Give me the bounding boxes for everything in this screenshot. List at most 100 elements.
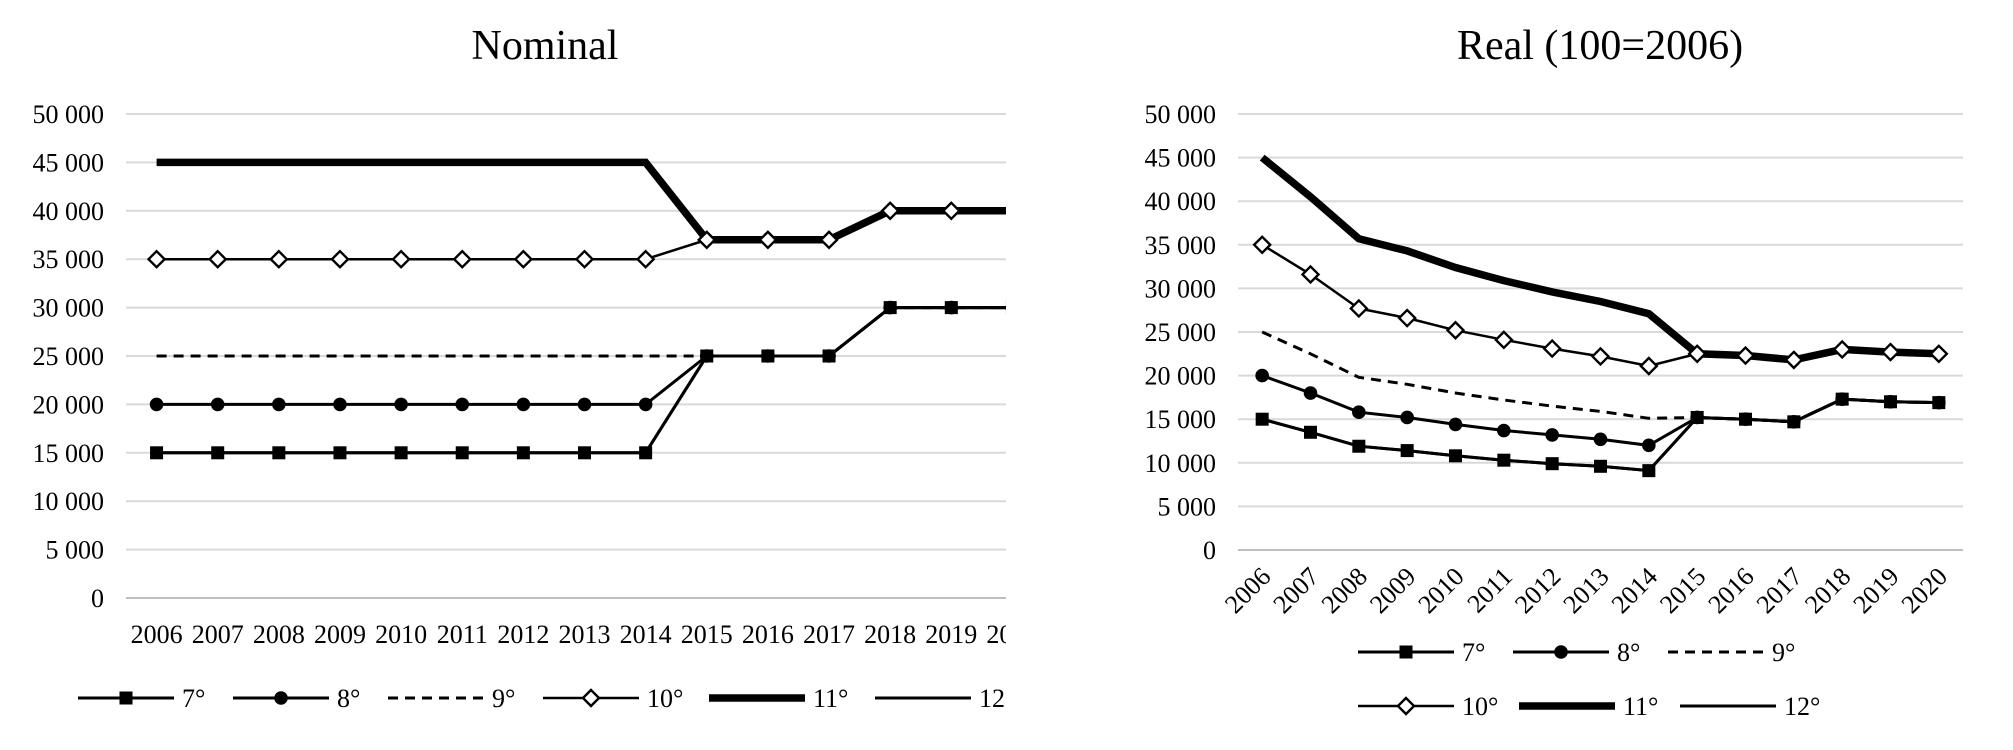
y-tick-label: 35 000 <box>33 245 105 274</box>
y-tick-label: 50 000 <box>33 100 105 129</box>
data-point <box>149 397 164 412</box>
data-point <box>1542 338 1562 359</box>
data-point <box>1255 368 1269 383</box>
data-point <box>269 249 289 269</box>
data-point <box>1255 412 1269 426</box>
data-point <box>272 446 286 460</box>
series-line-7 <box>156 306 1006 455</box>
x-tick-label: 2013 <box>1557 562 1614 619</box>
data-point <box>1929 344 1949 364</box>
series-markers-8 <box>149 300 1006 412</box>
data-point <box>1002 207 1006 215</box>
series-line-9 <box>156 306 1006 358</box>
data-point <box>394 397 408 412</box>
x-tick-label: 2019 <box>1847 562 1904 619</box>
legend-marker-7 <box>1399 645 1413 659</box>
legend-marker-8 <box>274 691 288 705</box>
nominal-chart-svg: Nominal 0 5 000 10 000 15 000 20 000 25 000 30 … <box>33 23 1006 713</box>
legend-marker-7 <box>119 691 133 705</box>
legend: 7° 8° 9° 10° 11° 12° <box>78 684 1006 713</box>
y-tick-label: 5 000 <box>46 536 105 565</box>
data-point <box>638 397 653 412</box>
x-tick-label: 2018 <box>1799 562 1856 619</box>
legend-label-8: 8° <box>1617 638 1640 667</box>
data-point <box>761 349 775 363</box>
data-point <box>1449 449 1462 463</box>
data-point <box>150 446 164 460</box>
y-tick-label: 25 000 <box>1145 318 1217 347</box>
data-point <box>1303 386 1318 400</box>
x-tick-label: 2011 <box>1461 562 1518 619</box>
data-point <box>1880 342 1901 362</box>
data-point <box>1400 444 1414 458</box>
series-line-12 <box>156 306 1006 455</box>
x-tick-label: 2015 <box>1654 562 1711 619</box>
legend-label-9: 9° <box>1772 638 1795 667</box>
y-tick-label: 40 000 <box>1145 187 1217 216</box>
x-tick-label: 2017 <box>803 620 855 649</box>
data-point <box>1352 405 1366 420</box>
y-tick-label: 10 000 <box>1145 449 1217 478</box>
y-tick-label: 25 000 <box>33 342 105 371</box>
x-tick-label: 2010 <box>375 620 427 649</box>
data-point <box>452 249 472 269</box>
data-point <box>1545 428 1559 442</box>
data-point <box>1494 330 1514 350</box>
series-markers-7 <box>150 301 1006 460</box>
legend-label-11: 11° <box>813 684 848 713</box>
data-point <box>333 446 347 460</box>
legend-label-12: 12° <box>979 684 1006 713</box>
x-tick-label: 2015 <box>681 620 733 649</box>
data-point <box>1738 412 1753 427</box>
y-tick-label: 45 000 <box>33 148 105 177</box>
data-point <box>1642 438 1656 453</box>
data-point <box>333 397 347 412</box>
series-markers-10 <box>146 201 1006 269</box>
x-tick-label: 2014 <box>1606 562 1663 619</box>
y-tick-label: 35 000 <box>1145 231 1217 260</box>
x-tick-label: 2013 <box>559 620 611 649</box>
data-point <box>211 446 225 460</box>
data-point <box>883 300 897 315</box>
x-tick-label: 2016 <box>1702 562 1759 619</box>
legend-label-9: 9° <box>492 684 515 713</box>
x-tick-label: 2020 <box>986 620 1006 649</box>
x-tick-label: 2006 <box>1219 562 1276 619</box>
y-tick-label: 15 000 <box>33 439 105 468</box>
legend-label-8: 8° <box>337 684 360 713</box>
y-tick-label: 45 000 <box>1145 144 1217 173</box>
x-tick-label: 2011 <box>437 620 488 649</box>
legend-marker-10 <box>1396 696 1416 716</box>
data-point <box>1252 235 1272 255</box>
x-tick-label: 2009 <box>1364 562 1421 619</box>
data-point <box>455 446 469 460</box>
y-tick-label: 30 000 <box>33 294 105 323</box>
data-point <box>1590 346 1611 367</box>
data-point <box>1687 344 1707 364</box>
x-tick-label: 2007 <box>192 620 244 649</box>
series-line-11 <box>156 158 1006 244</box>
real-chart: Real (100=2006) 0 5 000 10 000 15 000 20 000 2… <box>1006 0 2012 750</box>
y-tick-label: 10 000 <box>33 487 105 516</box>
y-tick-label: 0 <box>91 584 104 613</box>
x-tick-label: 2018 <box>864 620 916 649</box>
data-point <box>1445 320 1466 340</box>
x-tick-label: 2006 <box>131 620 183 649</box>
y-tick-label: 20 000 <box>33 390 105 419</box>
data-point <box>880 201 900 221</box>
data-point <box>1448 417 1463 432</box>
data-point <box>1352 439 1366 453</box>
legend-marker-10 <box>581 688 601 708</box>
data-point <box>758 230 778 250</box>
real-chart-svg: Real (100=2006) 0 5 000 10 000 15 000 20 000 2… <box>1145 23 1963 721</box>
data-point <box>941 201 961 221</box>
data-point <box>1784 350 1804 370</box>
data-point <box>1497 423 1511 438</box>
y-tick-label: 30 000 <box>1145 274 1217 303</box>
data-point <box>272 397 286 412</box>
data-point <box>1594 459 1607 473</box>
data-point <box>513 249 534 269</box>
legend-label-11: 11° <box>1623 692 1658 721</box>
data-point <box>330 249 350 269</box>
x-tick-label: 2008 <box>253 620 305 649</box>
